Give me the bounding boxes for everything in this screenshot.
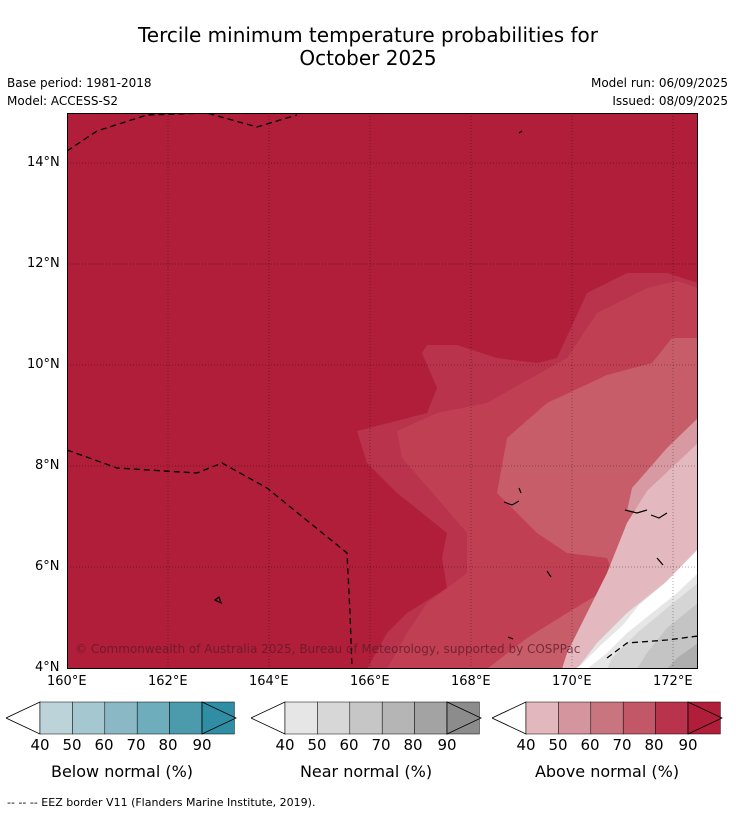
cb3-segment-40 [525,701,559,735]
map-near-normal-60 [637,603,698,669]
cb3-tick-40: 40 [516,736,536,754]
cb3-tick-80: 80 [644,736,664,754]
cb1-tick-60: 60 [94,736,114,754]
cb1-segment-80 [169,701,203,735]
lat-label-8n: 8°N [35,458,60,473]
eez-borders [67,113,698,669]
lat-label-12n: 12°N [27,256,60,271]
cb3-segment-80 [655,701,689,735]
cb3-title: Above normal (%) [534,762,680,781]
cb1-tick-70: 70 [126,736,146,754]
cb2-min-extend [251,701,286,735]
map-near-normal-70 [667,643,698,669]
cb3-tick-50: 50 [548,736,568,754]
cb1-max-extend [201,701,237,735]
lon-label-170e: 170°E [552,674,592,689]
cb1-segment-40 [39,701,73,735]
title-line-2: October 2025 [299,46,437,70]
base-period: Base period: 1981-2018 [7,76,152,90]
lon-label-172e: 172°E [653,674,693,689]
meta-right: Model run: 06/09/2025 Issued: 08/09/2025 [591,74,728,110]
lat-label-10n: 10°N [27,357,60,372]
cb1-segment-70 [136,701,170,735]
cb2-segment-70 [381,701,415,735]
model-run: Model run: 06/09/2025 [590,76,728,90]
lat-label-6n: 6°N [35,559,60,574]
cb2-segment-40 [284,701,318,735]
cb2-tick-90: 90 [437,736,457,754]
cb2-title: Near normal (%) [299,762,433,781]
cb2-tick-70: 70 [371,736,391,754]
cb1-min-extend [6,701,41,735]
cb1-segments [39,701,235,735]
cb1-segment-60 [104,701,138,735]
cb2-segment-50 [317,701,351,735]
colorbar-below-normal [6,701,237,735]
cb2-segment-60 [349,701,383,735]
copyright-notice: © Commonwealth of Australia 2025, Bureau… [75,642,580,656]
islands [213,130,668,640]
cb3-tick-70: 70 [612,736,632,754]
cb3-tick-90: 90 [678,736,698,754]
lon-label-160e: 160°E [47,674,87,689]
lat-label-14n: 14°N [27,155,60,170]
cb2-segment-80 [414,701,448,735]
cb2-tick-50: 50 [307,736,327,754]
cb1-tick-80: 80 [158,736,178,754]
cb3-segment-60 [590,701,624,735]
colorbar-near-normal [251,701,482,735]
eez-footer-note: -- -- -- EEZ border V11 (Flanders Marine… [7,796,316,809]
chart-title: Tercile minimum temperature probabilitie… [0,24,736,70]
lat-label-4n: 4°N [35,660,60,675]
cb3-segment-50 [558,701,592,735]
lon-label-166e: 166°E [350,674,390,689]
cb1-segment-50 [72,701,106,735]
cb1-tick-50: 50 [62,736,82,754]
cb1-tick-40: 40 [30,736,50,754]
meta-left: Base period: 1981-2018 Model: ACCESS-S2 [7,74,152,110]
lon-label-164e: 164°E [249,674,289,689]
cb2-tick-80: 80 [403,736,423,754]
cb1-tick-90: 90 [192,736,212,754]
probability-map: © Commonwealth of Australia 2025, Bureau… [67,113,698,669]
model-name: Model: ACCESS-S2 [7,94,119,108]
cb3-segment-70 [622,701,656,735]
cb2-tick-60: 60 [339,736,359,754]
cb2-tick-40: 40 [275,736,295,754]
cb3-tick-60: 60 [580,736,600,754]
map-frame [67,113,698,669]
map-no-data-gap [575,549,698,669]
cb2-max-extend [446,701,482,735]
title-line-1: Tercile minimum temperature probabilitie… [137,23,599,47]
cb3-min-extend [492,701,527,735]
lon-label-168e: 168°E [451,674,491,689]
lon-label-162e: 162°E [148,674,188,689]
cb3-max-extend [687,701,723,735]
cb1-title: Below normal (%) [50,762,194,781]
map-gridlines [67,113,698,669]
colorbar-above-normal [492,701,723,735]
issued-date: Issued: 08/09/2025 [612,94,728,108]
